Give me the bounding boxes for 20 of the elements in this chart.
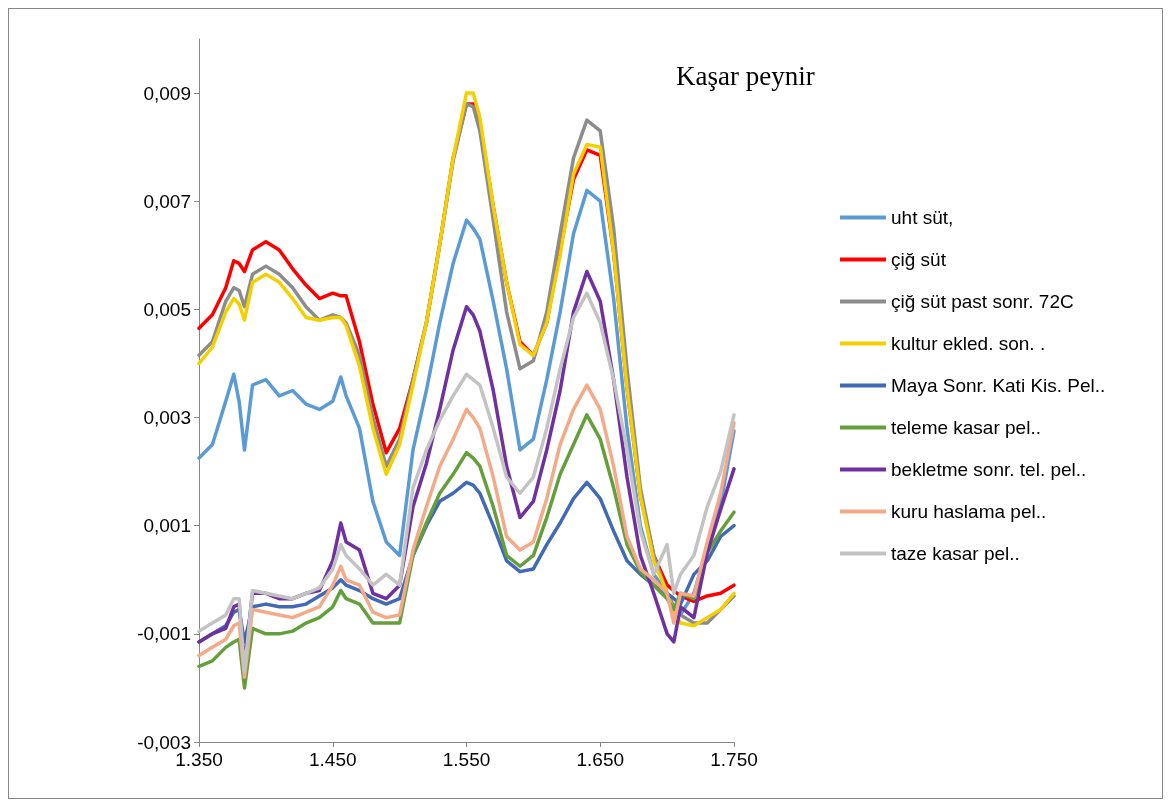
legend-label: Maya Sonr. Kati Kis. Pel.. [891, 375, 1106, 396]
y-tick-label: 0,009 [143, 82, 191, 104]
x-tick-label: 1.450 [308, 749, 357, 770]
legend-label: çiğ süt [891, 249, 947, 270]
x-tick-label: 1.750 [710, 749, 758, 770]
legend-label: taze kasar pel.. [891, 543, 1020, 564]
x-tick-label: 1.550 [442, 749, 491, 770]
legend-label: kuru haslama pel.. [891, 501, 1047, 522]
y-tick-label: -0,001 [137, 623, 191, 645]
x-tick-label: 1.650 [576, 749, 625, 770]
legend-label: çiğ süt past sonr. 72C [891, 291, 1074, 312]
legend-label: bekletme sonr. tel. pel.. [891, 459, 1087, 480]
text: Kaşar peynir [676, 60, 815, 91]
y-tick-label: 0,003 [143, 407, 191, 429]
y-tick-label: 0,001 [143, 515, 191, 537]
y-tick-label: 0,007 [143, 190, 191, 212]
y-tick-label: 0,005 [143, 298, 191, 320]
legend-label: uht süt, [891, 207, 954, 228]
legend-label: kultur ekled. son. . [891, 333, 1046, 354]
legend-label: teleme kasar pel.. [891, 417, 1041, 438]
